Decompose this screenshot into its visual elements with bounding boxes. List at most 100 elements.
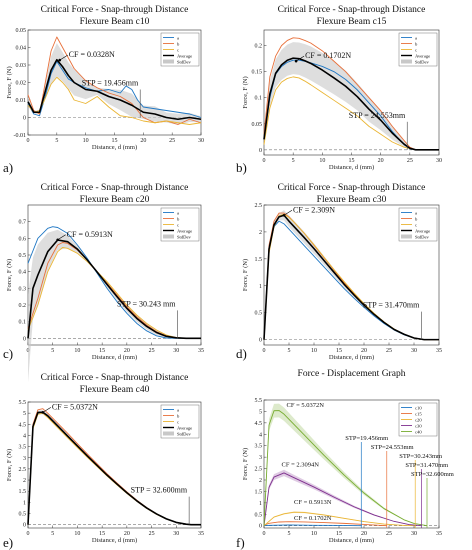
x-tick-label: 20 (361, 348, 367, 354)
series-line-c30 (263, 472, 422, 527)
y-tick-label: 0.5 (19, 512, 27, 518)
series-line-Average (27, 411, 201, 526)
y-tick-label: 1 (259, 501, 262, 507)
stddev-band (28, 43, 201, 125)
stp-annotation: STP = 31.470mm (363, 301, 420, 310)
stp-annotation: STP = 32.600mm (131, 486, 188, 495)
x-tick-label: 15 (99, 348, 105, 354)
x-tick-label: 15 (336, 531, 342, 537)
x-axis-label: Distance, d (mm) (329, 164, 374, 171)
y-tick-label: 1 (259, 284, 262, 290)
stp-annotation: STP=19.456mm (345, 435, 388, 442)
series-line-c10 (263, 524, 362, 527)
legend-label: c (177, 48, 179, 53)
stp-annotation: STP=24.553mm (371, 444, 414, 451)
y-tick-label: 2 (23, 478, 26, 484)
legend-label: Average (177, 229, 192, 234)
y-axis-label: Force, F (N) (242, 76, 249, 108)
series-line-c (27, 76, 202, 125)
y-tick-label: 0.5 (19, 253, 27, 259)
y-tick-label: 0 (23, 523, 26, 529)
x-tick-label: 0 (263, 348, 266, 354)
x-tick-label: 30 (411, 348, 417, 354)
x-tick-label: 5 (288, 348, 291, 354)
series-line-a (27, 226, 201, 339)
y-axis-label: Force, F (N) (6, 259, 13, 291)
x-tick-label: 35 (436, 348, 442, 354)
y-tick-label: 1.5 (19, 489, 27, 495)
x-tick-label: 10 (311, 348, 317, 354)
x-tick-label: 5 (55, 138, 58, 144)
y-tick-label: 0 (23, 336, 26, 342)
cf-leader-line (59, 54, 68, 61)
y-tick-label: 0.1 (255, 96, 263, 102)
legend-label: a (177, 408, 179, 413)
y-tick-label: 0.05 (16, 28, 27, 34)
cf-annotation: CF = 2.3094N (282, 461, 320, 468)
y-tick-label: 0 (259, 148, 262, 154)
legend-label: c15 (415, 412, 422, 417)
chart-title: Critical Force - Snap-through Distance (41, 373, 189, 383)
y-tick-label: 4 (23, 433, 26, 439)
y-tick-label: 0.04 (16, 46, 27, 52)
x-tick-label: 25 (149, 348, 155, 354)
legend-swatch-stddev (163, 431, 174, 436)
cf-annotation: CF = 0.1702N (294, 515, 332, 522)
y-axis-label: Force, F (N) (242, 448, 249, 480)
series-line-b (263, 37, 439, 151)
chart-title: Critical Force - Snap-through Distance (278, 183, 426, 193)
panel-letter: f) (236, 535, 245, 550)
x-tick-label: 10 (319, 158, 325, 164)
y-tick-label: 0.15 (252, 70, 263, 76)
panel-letter: d) (236, 346, 247, 361)
legend-label: StdDev (177, 432, 191, 437)
legend-label: c (177, 223, 179, 228)
x-tick-label: 0 (263, 531, 266, 537)
x-tick-label: 35 (198, 348, 204, 354)
panel-letter: a) (3, 160, 13, 175)
legend-label: a (415, 211, 417, 216)
y-tick-label: 3 (259, 455, 262, 461)
cf-annotation: CF = 2.309N (293, 205, 335, 214)
chart-title: Flexure Beam c15 (317, 17, 387, 27)
y-axis-label: Force, F (N) (6, 449, 13, 481)
series-line-Average (263, 57, 439, 151)
x-axis-label: Distance, d (mm) (329, 537, 374, 544)
y-tick-label: 0 (23, 116, 26, 122)
x-tick-label: 35 (436, 531, 442, 537)
chart-panel-e: Critical Force - Snap-through Distance Fl… (3, 373, 204, 550)
cf-leader-line (283, 210, 293, 216)
x-tick-label: 0 (263, 158, 266, 164)
series-line-Average (263, 214, 439, 341)
x-tick-label: 30 (173, 348, 179, 354)
cf-annotation: CF = 5.0372N (52, 402, 98, 411)
x-axis-label: Distance, d (mm) (92, 537, 137, 544)
x-tick-label: 10 (74, 531, 80, 537)
x-tick-label: 15 (99, 531, 105, 537)
y-tick-label: 0.01 (16, 98, 27, 104)
chart-title: Critical Force - Snap-through Distance (278, 5, 426, 15)
legend-label: a (177, 211, 179, 216)
cf-annotation: CF = 0.1702N (305, 51, 351, 60)
y-tick-label: 5 (23, 411, 26, 417)
x-tick-label: 30 (411, 531, 417, 537)
x-tick-label: 5 (51, 531, 54, 537)
chart-title: Flexure Beam c40 (80, 385, 150, 395)
legend-swatch-stddev (401, 234, 412, 239)
y-tick-label: 2 (259, 478, 262, 484)
x-tick-label: 0 (27, 138, 30, 144)
legend-label: c30 (415, 424, 422, 429)
legend-swatch-stddev (163, 59, 174, 64)
y-tick-label: 5 (259, 409, 262, 415)
legend-label: c (415, 223, 417, 228)
legend-label: c10 (415, 406, 422, 411)
x-tick-label: 5 (292, 158, 295, 164)
chart-title: Critical Force - Snap-through Distance (41, 5, 189, 15)
legend-label: a (415, 36, 417, 41)
y-tick-label: 3.5 (19, 445, 27, 451)
stp-annotation: STP = 24.553mm (349, 111, 406, 120)
cf-leader-line (42, 407, 51, 413)
chart-title: Flexure Beam c10 (80, 17, 150, 27)
x-tick-label: 20 (361, 531, 367, 537)
